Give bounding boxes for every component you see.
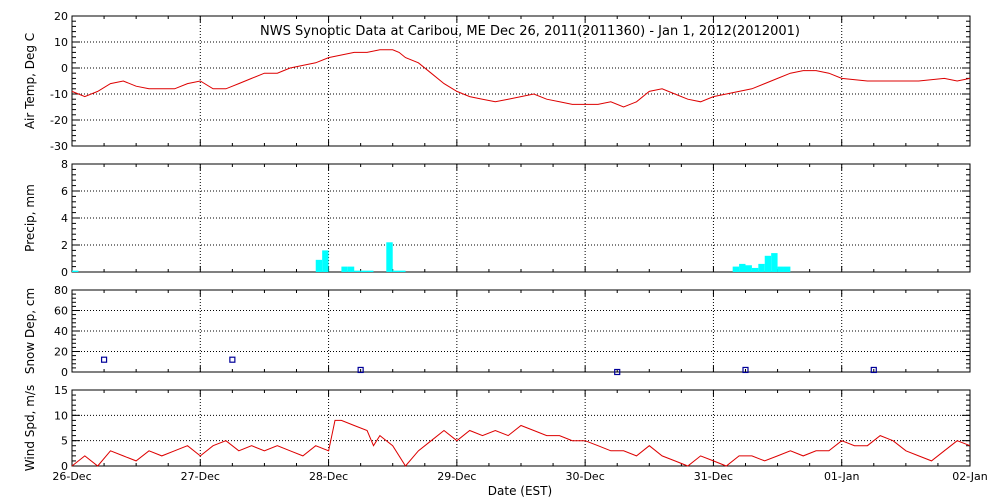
precip-bar: [739, 263, 746, 272]
x-tick-label: 26-Dec: [52, 470, 91, 483]
precip-bar: [758, 263, 765, 272]
y-tick-label: 10: [54, 409, 68, 422]
snow-depth-point: [357, 366, 364, 374]
snow-depth-point: [742, 366, 749, 374]
precip-bar: [751, 267, 759, 272]
panel-4: 0 5 10 15 Wind Spd, m/s 26-Dec 27-Dec 28-Dec 29-…: [23, 384, 988, 483]
precip-bar: [386, 242, 393, 272]
precip-bar: [745, 265, 752, 272]
y-tick-label: 6: [61, 185, 68, 198]
y-tick-label: 0: [61, 62, 68, 75]
y-tick-label: -10: [50, 88, 68, 101]
panel-2: 0 2 4 6 8 Precip, mm: [23, 158, 971, 279]
snow-depth-point: [614, 368, 621, 376]
series-line-1: [71, 419, 971, 467]
x-tick-label: 29-Dec: [437, 470, 476, 483]
y-tick-label: -30: [50, 140, 68, 153]
series-line-1: [71, 49, 971, 108]
y-tick-label: 4: [61, 212, 68, 225]
y-tick-label: 60: [54, 305, 68, 318]
precip-bar: [72, 270, 79, 272]
x-tick-label: 27-Dec: [181, 470, 220, 483]
x-tick-label: 02-Jan: [952, 470, 988, 483]
y-tick-label: 8: [61, 158, 68, 171]
y-tick-label: 5: [61, 435, 68, 448]
precip-bar: [360, 270, 368, 272]
panel-1: -30 -20 -10 0 10 20 Air Temp, Deg C: [23, 10, 971, 153]
precip-bar: [392, 270, 400, 272]
snow-depth-point: [229, 356, 236, 363]
precip-bar: [399, 270, 406, 272]
y-tick-label: 10: [54, 36, 68, 49]
panel-frame: [71, 289, 971, 373]
precip-bar: [367, 270, 374, 272]
y-tick-label: 15: [54, 384, 68, 397]
y-axis-label: Precip, mm: [23, 184, 37, 252]
y-tick-label: 80: [54, 284, 68, 297]
precip-bar: [777, 266, 784, 272]
precip-bar: [322, 250, 329, 272]
precip-bar: [315, 259, 323, 272]
y-axis-label: Air Temp, Deg C: [23, 33, 37, 129]
panel-frame: [71, 163, 971, 273]
y-axis-label: Wind Spd, m/s: [23, 385, 37, 471]
y-tick-label: 0: [61, 366, 68, 379]
precip-bar: [354, 270, 361, 272]
panel-3: 0 20 40 60 80 Snow Dep, cm: [23, 284, 971, 379]
panels: -30 -20 -10 0 10 20 Air Temp, Deg C 0 2 4 6 8 Precip…: [23, 10, 988, 483]
panel-frame: [71, 15, 971, 147]
snow-depth-point: [870, 366, 877, 374]
precip-bar: [732, 266, 740, 272]
chart-title: NWS Synoptic Data at Caribou, ME Dec 26,…: [260, 24, 800, 39]
precip-bar: [764, 255, 772, 272]
x-axis-label: Date (EST): [488, 484, 552, 498]
snow-depth-point: [100, 356, 108, 363]
x-tick-label: 30-Dec: [566, 470, 605, 483]
panel-frame: [71, 389, 971, 467]
x-tick-label: 01-Jan: [824, 470, 860, 483]
precip-bar: [783, 266, 791, 272]
x-tick-label: 28-Dec: [309, 470, 348, 483]
y-tick-label: 40: [54, 325, 68, 338]
y-tick-label: 0: [61, 460, 68, 473]
x-tick-label: 31-Dec: [694, 470, 733, 483]
precip-bar: [771, 253, 778, 272]
y-tick-label: 2: [61, 239, 68, 252]
precip-bar: [341, 266, 348, 272]
y-tick-label: 0: [61, 266, 68, 279]
y-tick-label: 20: [54, 346, 68, 359]
y-tick-label: 20: [54, 10, 68, 23]
precip-bar: [347, 266, 355, 272]
y-axis-label: Snow Dep, cm: [23, 288, 37, 374]
y-tick-label: -20: [50, 114, 68, 127]
